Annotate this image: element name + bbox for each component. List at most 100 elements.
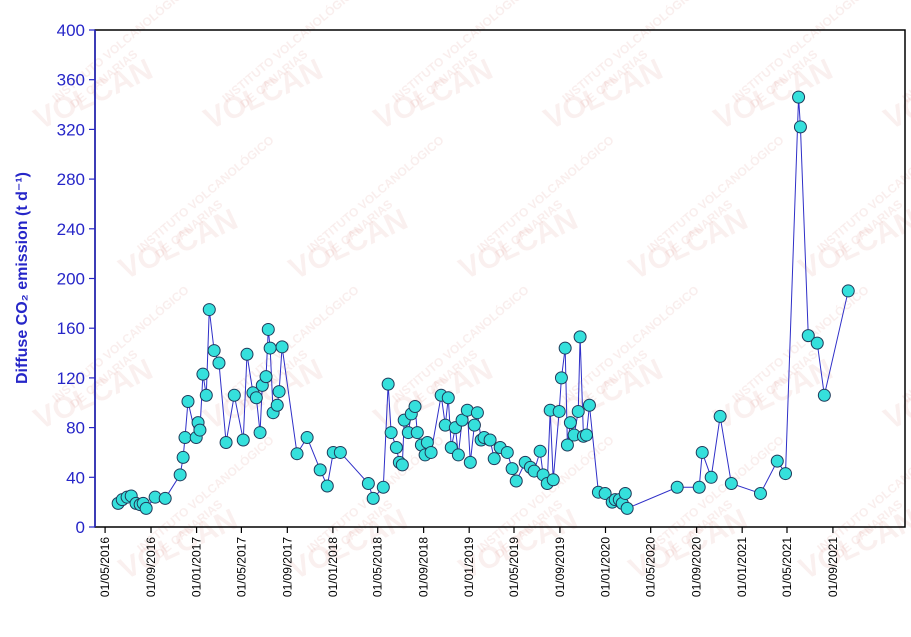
data-point: [395, 458, 409, 472]
data-point: [219, 436, 233, 450]
data-point: [408, 399, 422, 413]
data-point: [571, 404, 585, 418]
data-point: [579, 428, 593, 442]
x-tick-label: 01/09/2016: [144, 537, 158, 597]
x-tick-label: 01/09/2020: [690, 537, 704, 597]
data-point: [389, 440, 403, 454]
data-point: [552, 404, 566, 418]
data-point: [573, 330, 587, 344]
data-point: [505, 462, 519, 476]
data-point: [792, 90, 806, 104]
y-tick-label: 0: [76, 518, 85, 537]
data-point: [253, 426, 267, 440]
data-point: [361, 477, 375, 491]
data-point: [546, 473, 560, 487]
x-tick-label: 01/05/2019: [507, 537, 521, 597]
data-point: [249, 391, 263, 405]
data-point: [620, 501, 634, 515]
y-tick-label: 360: [57, 71, 85, 90]
x-tick-label: 01/09/2019: [553, 537, 567, 597]
data-point: [384, 426, 398, 440]
y-tick-label: 160: [57, 319, 85, 338]
data-point: [793, 120, 807, 134]
data-point: [290, 447, 304, 461]
data-point: [770, 454, 784, 468]
data-point: [695, 445, 709, 459]
y-tick-label: 400: [57, 21, 85, 40]
data-point: [196, 367, 210, 381]
data-point: [441, 391, 455, 405]
data-point: [598, 486, 612, 500]
data-point: [801, 329, 815, 343]
data-point: [487, 452, 501, 466]
data-point: [366, 491, 380, 505]
data-point: [778, 467, 792, 481]
data-point: [500, 445, 514, 459]
data-point: [272, 385, 286, 399]
data-point: [470, 406, 484, 420]
x-tick-label: 01/09/2018: [417, 537, 431, 597]
x-tick-label: 01/05/2020: [644, 537, 658, 597]
data-point: [176, 450, 190, 464]
y-axis-label: Diffuse CO₂ emission (t d⁻¹): [14, 172, 31, 384]
data-point: [240, 347, 254, 361]
x-tick-label: 01/01/2018: [326, 537, 340, 597]
x-tick-label: 01/01/2017: [190, 537, 204, 597]
data-point: [560, 438, 574, 452]
data-point: [263, 341, 277, 355]
data-point: [173, 468, 187, 482]
data-point: [376, 480, 390, 494]
data-point: [509, 474, 523, 488]
data-point: [841, 284, 855, 298]
data-point: [193, 423, 207, 437]
data-point: [202, 303, 216, 317]
x-tick-label: 01/05/2018: [371, 537, 385, 597]
data-point: [320, 479, 334, 493]
data-point: [212, 356, 226, 370]
data-point: [451, 448, 465, 462]
data-point: [139, 501, 153, 515]
x-tick-label: 01/09/2021: [826, 537, 840, 597]
data-point: [313, 463, 327, 477]
data-point: [582, 398, 596, 412]
data-point: [817, 388, 831, 402]
data-point: [533, 444, 547, 458]
data-point: [227, 388, 241, 402]
data-point: [467, 418, 481, 432]
x-tick-label: 01/05/2016: [98, 537, 112, 597]
data-point: [483, 433, 497, 447]
y-tick-label: 240: [57, 220, 85, 239]
data-point: [713, 409, 727, 423]
data-point: [300, 431, 314, 445]
data-point: [181, 395, 195, 409]
data-point: [618, 486, 632, 500]
x-tick-label: 01/01/2021: [735, 537, 749, 597]
y-tick-label: 120: [57, 369, 85, 388]
data-point: [554, 371, 568, 385]
data-point: [463, 455, 477, 469]
data-point: [692, 480, 706, 494]
data-point: [424, 445, 438, 459]
data-point: [558, 341, 572, 355]
x-tick-label: 01/05/2021: [780, 537, 794, 597]
data-point: [563, 416, 577, 430]
x-tick-label: 01/09/2017: [280, 537, 294, 597]
data-point: [261, 322, 275, 336]
data-point: [724, 477, 738, 491]
data-point: [178, 431, 192, 445]
data-point: [275, 340, 289, 354]
data-point: [704, 470, 718, 484]
y-tick-label: 280: [57, 170, 85, 189]
y-tick-label: 80: [66, 419, 85, 438]
data-point: [810, 336, 824, 350]
data-point: [236, 433, 250, 447]
x-tick-label: 01/01/2019: [462, 537, 476, 597]
data-point: [270, 398, 284, 412]
data-point: [207, 344, 221, 358]
data-point: [158, 491, 172, 505]
y-tick-label: 320: [57, 120, 85, 139]
x-tick-label: 01/01/2020: [598, 537, 612, 597]
data-point: [333, 445, 347, 459]
y-tick-label: 40: [66, 468, 85, 487]
